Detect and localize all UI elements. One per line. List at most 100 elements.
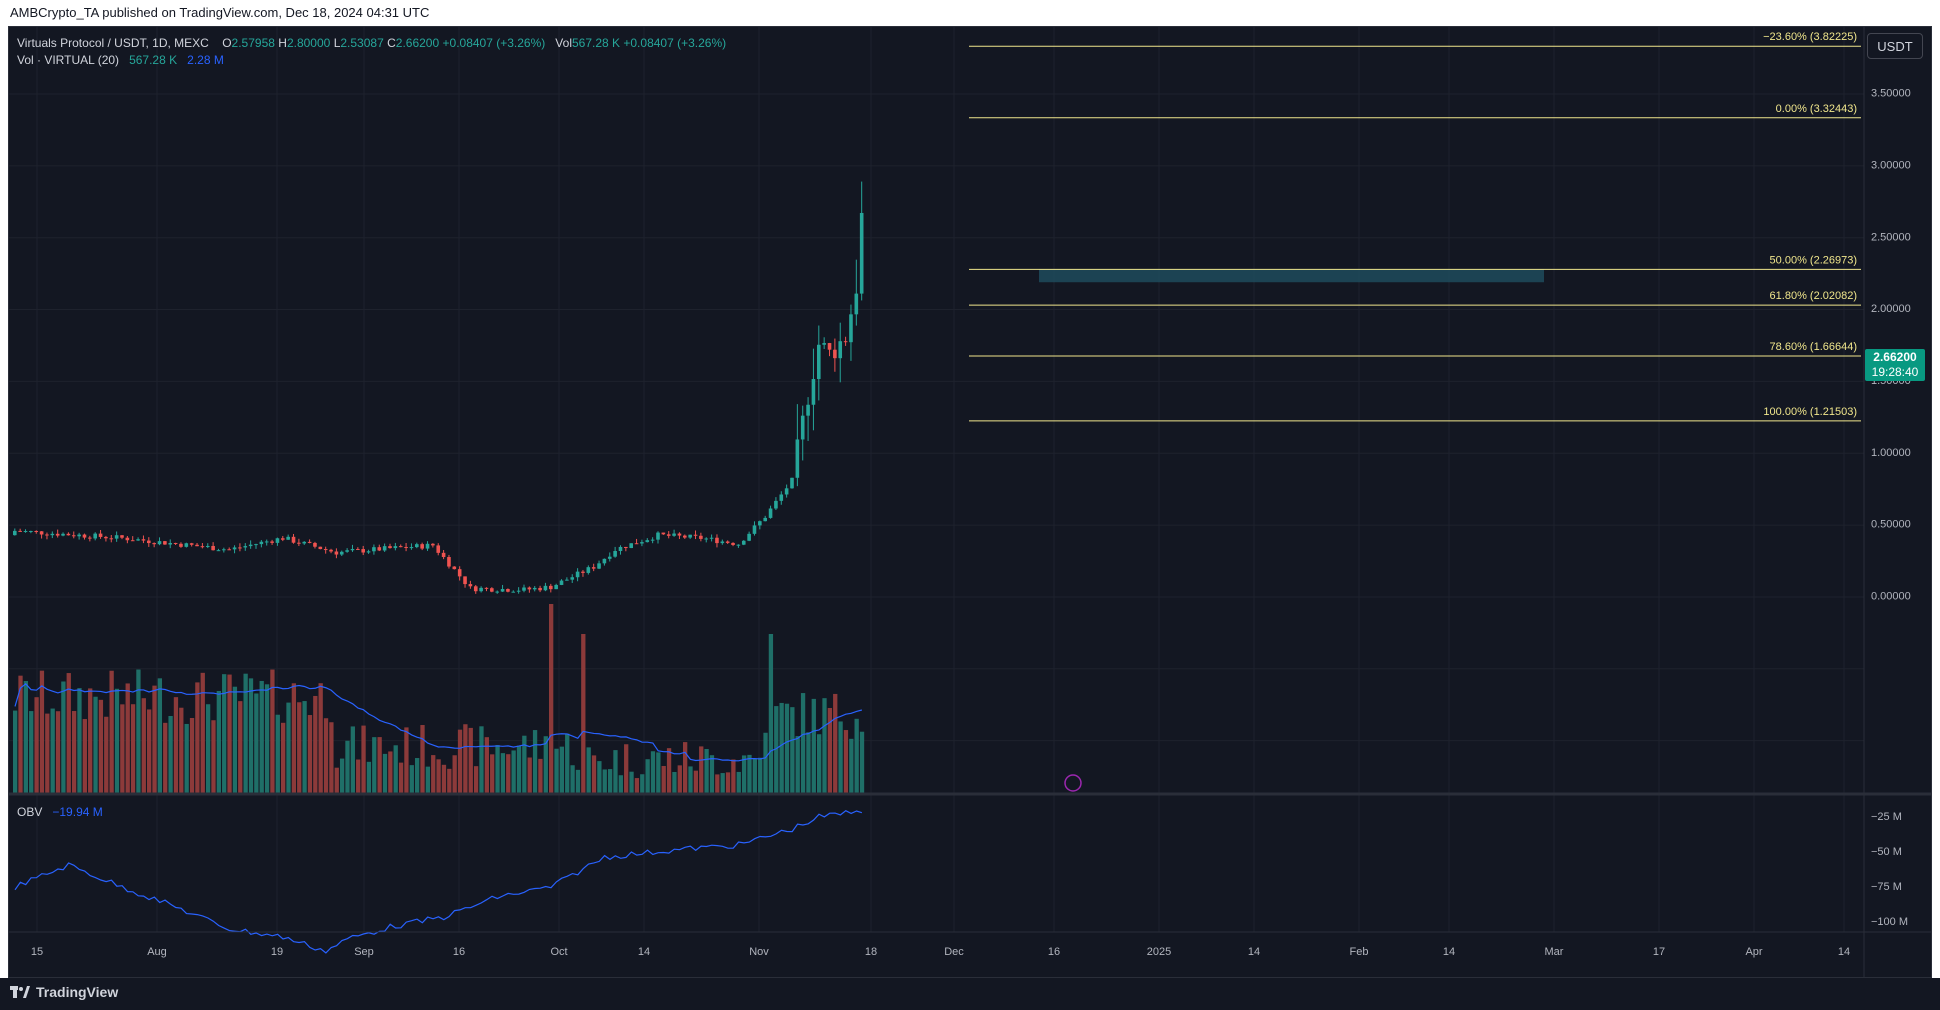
volume-bar [634,778,640,794]
fib-level-label: 50.00% (2.26973) [1770,254,1857,266]
volume-bar [307,715,313,794]
volume-bar [800,693,806,794]
candle-body [18,530,22,532]
volume-bar [157,678,163,794]
candle-body [39,531,44,535]
volume-bar [859,731,865,794]
volume-bar [323,718,329,794]
volume-bar [184,723,189,794]
volume-bar [55,711,61,794]
candle-body [361,549,365,553]
tradingview-logo[interactable]: TradingView [10,984,118,1000]
candle-body [45,534,49,536]
volume-bar [88,688,93,794]
volume-bar [506,754,511,794]
candle-body [618,546,623,552]
candle-body [109,538,114,540]
candle-body [506,589,510,592]
volume-bar [768,634,774,794]
candle-body [425,543,430,549]
candle-body [366,551,371,553]
volume-bar [77,688,82,794]
candle-body [741,540,746,545]
candle-body [163,541,167,545]
chart-canvas[interactable]: −61.80% (4.62804)−23.60% (3.82225)0.00% … [9,27,1932,978]
volume-bar [248,678,254,794]
bar-countdown: 19:28:40 [1871,365,1919,379]
volume-bar [425,766,431,794]
candle-body [431,543,435,546]
volume-bar [147,709,152,794]
volume-bar [13,710,18,794]
candle-body [656,532,660,540]
volume-bar [629,771,634,794]
candle-body [661,532,666,535]
candle-body [752,525,757,534]
volume-bar [666,748,672,794]
currency-button[interactable]: USDT [1867,33,1923,59]
volume-bar [452,755,457,794]
volume-bar [741,755,747,794]
price-tick-label: 3.00000 [1871,159,1911,171]
volume-bar [543,736,548,794]
volume-bar [597,761,602,794]
volume-bar [366,761,372,794]
candle-body [822,343,826,345]
candle-body [297,542,301,544]
candle-body [34,531,39,533]
vol-indicator-title[interactable]: Vol · VIRTUAL (20) [17,53,120,67]
volume-bar [661,765,666,794]
volume-bar [109,670,114,794]
chart-area[interactable]: −61.80% (4.62804)−23.60% (3.82225)0.00% … [8,26,1932,978]
candle-body [634,543,639,545]
legend-main-row: Virtuals Protocol / USDT, 1D, MEXC O2.57… [17,35,726,52]
candle-body [736,544,741,546]
volume-bar [565,733,570,794]
volume-bar [264,684,270,794]
candle-body [790,477,794,489]
obv-tick-label: −75 M [1871,881,1902,893]
candle-body [104,536,108,539]
volume-bar [463,724,468,794]
volume-bar [532,730,538,794]
volume-bar [388,751,393,794]
volume-bar [23,681,29,794]
candle-body [672,533,676,536]
volume-bar [602,769,607,794]
volume-bar [656,752,661,794]
candle-body [238,547,242,549]
candle-body [168,542,173,545]
candle-body [768,508,773,518]
volume-bar [200,672,205,794]
volume-bar [795,736,800,794]
candle-body [715,537,719,544]
volume-bar [618,775,623,794]
volume-bar [586,747,591,794]
volume-bar [334,767,339,794]
candle-body [838,341,843,359]
volume-bar [415,758,420,794]
symbol-title[interactable]: Virtuals Protocol / USDT, 1D, MEXC [17,36,209,50]
obv-legend: OBV −19.94 M [17,805,103,819]
volume-bar [350,726,355,794]
volume-bar [736,771,741,794]
volume-bar [833,693,838,794]
volume-bar [372,737,377,794]
candle-body [77,534,81,537]
fib-retracement[interactable]: −61.80% (4.62804)−23.60% (3.82225)0.00% … [969,27,1861,422]
candle-body [141,539,146,541]
fib-level-label: 78.60% (1.66644) [1770,341,1857,353]
time-tick-label: 19 [271,946,283,958]
volume-bar [838,721,843,794]
footer-bar: TradingView [0,978,1940,1010]
time-tick-label: Apr [1745,946,1762,958]
change-value: +0.08407 (+3.26%) [442,36,546,50]
candle-body [452,566,457,570]
volume-bar [822,698,827,794]
time-tick-label: 14 [1838,946,1850,958]
volume-bar [516,745,522,794]
volume-bar [447,768,452,794]
volume-bar [731,759,736,794]
candle-body [849,314,853,343]
obv-label[interactable]: OBV [17,805,43,819]
